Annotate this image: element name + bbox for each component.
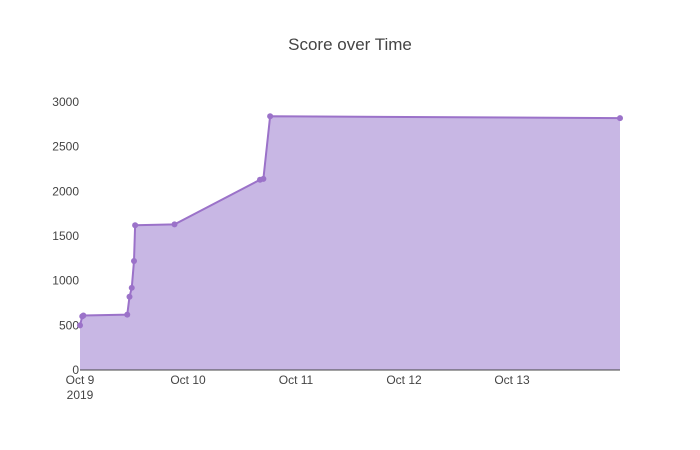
x-tick-label: Oct 11: [279, 373, 314, 387]
y-tick-label: 2000: [52, 184, 79, 198]
data-point: [131, 258, 137, 265]
series-area-fill: [80, 116, 620, 370]
data-point: [80, 312, 87, 319]
data-point: [126, 293, 133, 300]
y-tick-label: 3000: [52, 95, 79, 109]
data-point: [171, 221, 178, 228]
chart-title: Score over Time: [288, 35, 412, 54]
area-layer: [79, 115, 621, 370]
x-tick-label: Oct 13: [494, 373, 530, 387]
y-tick-label: 500: [59, 318, 79, 332]
data-point: [132, 222, 139, 229]
data-point: [128, 284, 135, 291]
y-tick-label: 0: [72, 363, 79, 377]
data-point: [617, 115, 623, 122]
data-point: [267, 113, 274, 120]
marker-layer: [77, 113, 623, 329]
y-axis-ticks: 0 500 1000 1500 2000 2500 3000: [52, 95, 79, 377]
data-point: [77, 322, 83, 329]
x-tick-label: Oct 9: [66, 373, 95, 387]
data-point: [124, 311, 131, 318]
x-tick-sublabel: 2019: [67, 388, 94, 402]
x-tick-label: Oct 12: [386, 373, 422, 387]
y-tick-label: 1500: [52, 229, 79, 243]
x-tick-label: Oct 10: [170, 373, 206, 387]
y-tick-label: 1000: [52, 274, 79, 288]
y-tick-label: 2500: [52, 140, 79, 154]
data-point: [260, 175, 267, 182]
